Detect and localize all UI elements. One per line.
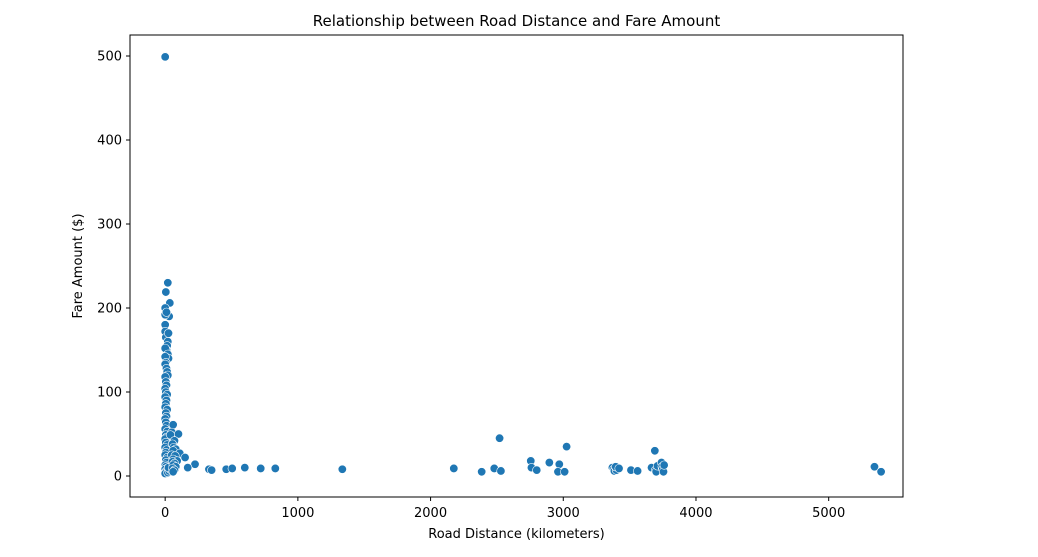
data-point-129 bbox=[876, 467, 886, 477]
x-tick-label-5: 5000 bbox=[812, 506, 845, 521]
data-point-96 bbox=[337, 464, 347, 474]
data-point-108 bbox=[560, 467, 570, 477]
x-tick-label-3: 3000 bbox=[547, 506, 580, 521]
data-point-2 bbox=[163, 278, 173, 288]
data-point-94 bbox=[256, 463, 266, 473]
data-point-65 bbox=[168, 420, 178, 430]
x-axis-label: Road Distance (kilometers) bbox=[428, 527, 604, 542]
y-tick-label-4: 400 bbox=[97, 134, 122, 149]
data-point-90 bbox=[207, 465, 217, 475]
x-tick-label-2: 2000 bbox=[414, 506, 447, 521]
data-point-88 bbox=[183, 463, 193, 473]
y-axis-label: Fare Amount ($) bbox=[71, 213, 86, 318]
y-axis-ticks: 0 100 200 300 400 500 bbox=[97, 50, 130, 485]
data-point-93 bbox=[240, 463, 250, 473]
data-point-109 bbox=[562, 442, 572, 452]
y-tick-label-2: 200 bbox=[97, 302, 122, 317]
y-tick-label-1: 100 bbox=[97, 386, 122, 401]
data-point-104 bbox=[532, 465, 542, 475]
data-point-100 bbox=[496, 466, 506, 476]
data-point-97 bbox=[449, 463, 459, 473]
data-point-98 bbox=[477, 467, 487, 477]
data-point-127 bbox=[659, 460, 669, 470]
x-tick-label-4: 4000 bbox=[679, 506, 712, 521]
data-point-87 bbox=[190, 459, 200, 469]
data-point-115 bbox=[614, 463, 624, 473]
y-tick-label-3: 300 bbox=[97, 218, 122, 233]
data-point-7 bbox=[161, 307, 171, 317]
x-axis-ticks: 0 1000 2000 3000 4000 5000 bbox=[161, 497, 845, 521]
x-tick-label-0: 0 bbox=[161, 506, 169, 521]
data-point-95 bbox=[270, 463, 280, 473]
data-point-0 bbox=[160, 52, 170, 62]
plot-area-frame bbox=[129, 34, 904, 498]
data-point-128 bbox=[869, 462, 879, 472]
y-tick-label-0: 0 bbox=[114, 470, 122, 485]
data-point-106 bbox=[554, 459, 564, 469]
points-layer bbox=[160, 52, 886, 478]
x-tick-label-1: 1000 bbox=[281, 506, 314, 521]
data-point-77 bbox=[180, 453, 190, 463]
data-point-101 bbox=[495, 433, 505, 443]
data-point-11 bbox=[163, 328, 173, 338]
data-point-1 bbox=[161, 287, 171, 297]
data-point-92 bbox=[227, 463, 237, 473]
y-tick-label-5: 500 bbox=[97, 50, 122, 65]
data-point-105 bbox=[544, 458, 554, 468]
chart-title: Relationship between Road Distance and F… bbox=[313, 12, 721, 30]
data-point-119 bbox=[650, 446, 660, 456]
data-point-117 bbox=[633, 466, 643, 476]
data-point-86 bbox=[168, 467, 178, 477]
